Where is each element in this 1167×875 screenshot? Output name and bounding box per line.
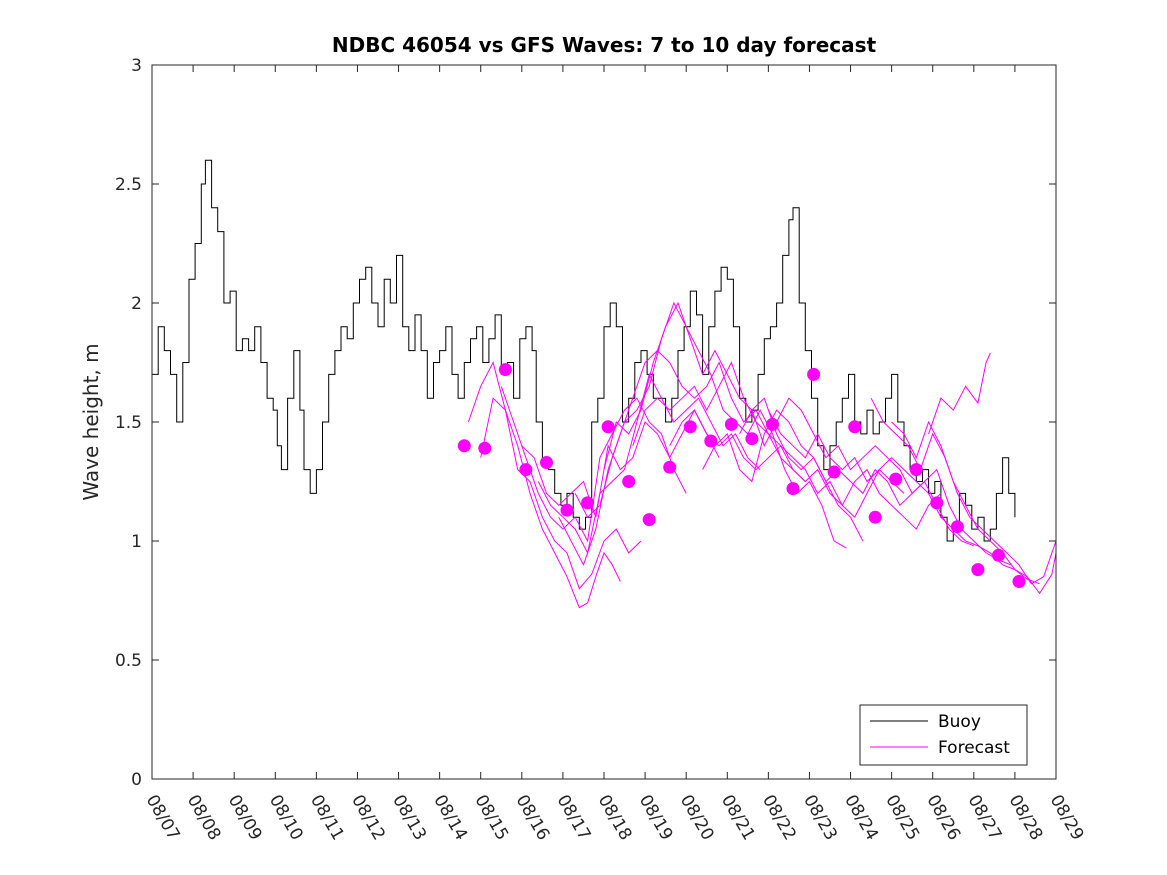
forecast-series-line bbox=[467, 361, 621, 609]
forecast-marker bbox=[827, 465, 841, 479]
y-tick-label: 2.5 bbox=[115, 175, 142, 195]
forecast-marker bbox=[724, 417, 738, 431]
legend-box bbox=[859, 704, 1028, 766]
forecast-marker bbox=[1012, 575, 1026, 588]
forecast-series-line bbox=[632, 361, 905, 519]
y-tick-label: 3 bbox=[131, 56, 142, 76]
forecast-marker bbox=[601, 420, 615, 434]
y-tick-label: 2 bbox=[131, 294, 142, 314]
forecast-marker bbox=[992, 548, 1005, 562]
plot-series bbox=[152, 159, 1056, 609]
forecast-marker bbox=[786, 482, 800, 496]
forecast-marker bbox=[540, 456, 553, 469]
forecast-marker bbox=[909, 463, 923, 477]
y-tick-label: 1 bbox=[131, 532, 142, 552]
forecast-marker bbox=[519, 463, 533, 477]
legend-forecast-label: Forecast bbox=[938, 738, 1010, 758]
forecast-series-line bbox=[480, 397, 642, 590]
y-axis-title: Wave height, m bbox=[79, 343, 103, 500]
forecast-marker bbox=[704, 434, 718, 448]
chart-title: NDBC 46054 vs GFS Waves: 7 to 10 day for… bbox=[332, 33, 877, 57]
forecast-marker bbox=[930, 496, 944, 510]
forecast-series-line bbox=[500, 386, 687, 543]
forecast-series-line bbox=[558, 349, 806, 567]
y-tick-label: 0.5 bbox=[115, 651, 142, 671]
forecast-marker bbox=[560, 503, 574, 517]
buoy-series-line bbox=[152, 159, 1016, 542]
series-layer bbox=[152, 159, 1056, 609]
forecast-marker bbox=[971, 563, 985, 577]
forecast-marker bbox=[889, 472, 903, 486]
forecast-marker bbox=[622, 475, 636, 488]
y-tick-label: 0 bbox=[131, 770, 142, 790]
forecast-marker bbox=[642, 513, 656, 527]
forecast-marker bbox=[868, 510, 882, 524]
forecast-marker bbox=[683, 420, 697, 434]
forecast-series-line bbox=[891, 420, 1056, 595]
forecast-series-line bbox=[574, 301, 847, 549]
forecast-marker bbox=[848, 420, 862, 434]
y-axis: 0 0.5 1 1.5 2 2.5 3 bbox=[115, 56, 1056, 790]
forecast-series-line bbox=[537, 373, 761, 555]
forecast-marker bbox=[457, 439, 471, 453]
forecast-marker bbox=[745, 432, 759, 446]
forecast-marker bbox=[807, 367, 821, 381]
forecast-marker bbox=[498, 363, 512, 377]
forecast-marker bbox=[663, 460, 677, 474]
legend-buoy-label: Buoy bbox=[938, 712, 981, 732]
forecast-series-line bbox=[739, 397, 1011, 566]
forecast-marker bbox=[478, 441, 492, 455]
y-tick-label: 1.5 bbox=[115, 413, 142, 433]
plot-frame bbox=[151, 64, 1057, 780]
legend: Buoy Forecast bbox=[859, 704, 1028, 766]
forecast-series-line bbox=[928, 352, 991, 435]
forecast-marker bbox=[581, 496, 595, 510]
forecast-marker bbox=[766, 417, 779, 431]
forecast-marker bbox=[950, 520, 964, 534]
forecast-series-line bbox=[870, 397, 1056, 585]
